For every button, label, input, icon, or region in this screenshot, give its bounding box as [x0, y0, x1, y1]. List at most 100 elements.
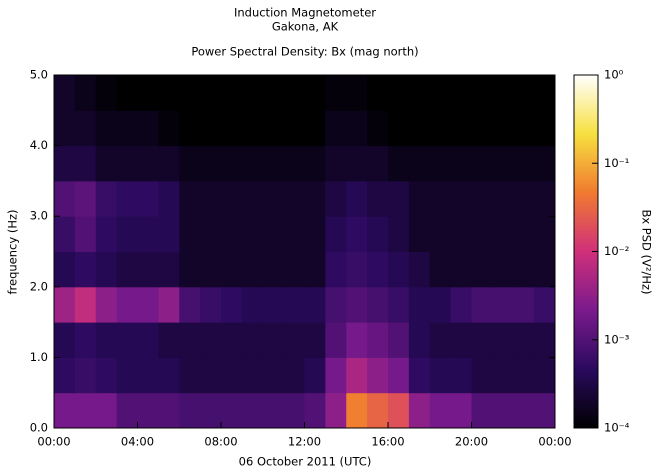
heatmap-cell	[116, 357, 138, 394]
y-tick-label: 3.0	[30, 209, 48, 223]
heatmap-cell	[116, 145, 138, 182]
heatmap-cell	[158, 322, 180, 358]
colorbar-tick-label: 10⁻¹	[604, 156, 629, 170]
heatmap-cell	[54, 216, 76, 252]
heatmap-cell	[262, 216, 285, 252]
heatmap-cell	[492, 216, 514, 252]
heatmap-cell	[137, 392, 159, 429]
heatmap-cell	[241, 286, 264, 323]
heatmap-cell	[534, 392, 556, 429]
heatmap-cell	[450, 322, 472, 358]
heatmap-cell	[116, 75, 138, 111]
heatmap-cell	[116, 392, 138, 429]
heatmap-cell	[158, 180, 180, 217]
heatmap-cell	[513, 392, 535, 429]
heatmap-cell	[346, 216, 368, 252]
heatmap-cell	[158, 216, 180, 252]
colorbar-label: Bx PSD (V²/Hz)	[640, 209, 654, 294]
heatmap-cell	[221, 322, 243, 358]
heatmap-cell	[367, 145, 389, 182]
heatmap-cell	[408, 110, 431, 147]
heatmap-cell	[283, 392, 305, 429]
heatmap-cell	[450, 145, 472, 182]
heatmap-cell	[95, 392, 118, 429]
heatmap-cell	[241, 357, 264, 394]
heatmap-cell	[492, 180, 514, 217]
heatmap-cell	[534, 286, 556, 323]
heatmap-cell	[137, 145, 159, 182]
heatmap-cell	[513, 216, 535, 252]
heatmap-cell	[74, 216, 97, 252]
heatmap-cell	[179, 75, 201, 111]
colorbar-tick-label: 10⁻²	[604, 244, 629, 258]
heatmap-cell	[388, 110, 410, 147]
heatmap-cell	[471, 110, 493, 147]
heatmap-cell	[54, 75, 76, 111]
heatmap-cell	[158, 110, 180, 147]
heatmap-cell	[262, 392, 285, 429]
heatmap-cell	[137, 357, 159, 394]
x-tick-label: 04:00	[121, 435, 154, 449]
heatmap-cell	[262, 322, 285, 358]
heatmap-cell	[304, 145, 326, 182]
heatmap-cell	[54, 286, 76, 323]
heatmap-cell	[388, 286, 410, 323]
heatmap-cell	[221, 392, 243, 429]
heatmap-cell	[304, 286, 326, 323]
heatmap-cell	[513, 357, 535, 394]
heatmap-cell	[534, 75, 556, 111]
heatmap-cell	[513, 322, 535, 358]
heatmap-cell	[262, 110, 285, 147]
heatmap-cell	[179, 251, 201, 288]
heatmap-cell	[367, 75, 389, 111]
heatmap-cell	[241, 75, 264, 111]
heatmap-cell	[513, 251, 535, 288]
heatmap-cell	[54, 392, 76, 429]
heatmap-cell	[179, 216, 201, 252]
heatmap-cell	[262, 251, 285, 288]
heatmap-cell	[200, 180, 222, 217]
heatmap-cell	[241, 392, 264, 429]
heatmap-cell	[471, 145, 493, 182]
heatmap-cell	[346, 392, 368, 429]
heatmap-cell	[408, 357, 431, 394]
heatmap-cell	[325, 145, 347, 182]
heatmap-cell	[221, 110, 243, 147]
heatmap-cell	[241, 216, 264, 252]
heatmap-cell	[241, 145, 264, 182]
heatmap-cell	[450, 216, 472, 252]
heatmap-cell	[429, 286, 452, 323]
heatmap-cell	[513, 110, 535, 147]
heatmap-cell	[429, 322, 452, 358]
heatmap-cell	[367, 357, 389, 394]
heatmap-cell	[283, 145, 305, 182]
y-tick-label: 5.0	[30, 68, 48, 82]
heatmap-cell	[54, 322, 76, 358]
x-tick-label: 16:00	[371, 435, 404, 449]
heatmap-cell	[74, 75, 97, 111]
heatmap-cell	[54, 145, 76, 182]
heatmap-cell	[221, 286, 243, 323]
heatmap-cell	[221, 251, 243, 288]
heatmap-cell	[450, 357, 472, 394]
heatmap-cell	[388, 322, 410, 358]
heatmap-cell	[54, 357, 76, 394]
heatmap-cell	[116, 180, 138, 217]
heatmap-cell	[534, 322, 556, 358]
heatmap-cell	[492, 286, 514, 323]
heatmap-cell	[429, 110, 452, 147]
heatmap-cell	[74, 180, 97, 217]
heatmap-cell	[492, 110, 514, 147]
heatmap-cell	[346, 180, 368, 217]
heatmap-cell	[388, 251, 410, 288]
heatmap-cell	[200, 75, 222, 111]
heatmap-cell	[346, 75, 368, 111]
heatmap-cell	[346, 110, 368, 147]
heatmap-cell	[450, 392, 472, 429]
heatmap-cell	[283, 216, 305, 252]
heatmap-cell	[241, 110, 264, 147]
heatmap-cell	[513, 75, 535, 111]
heatmap-cell	[325, 75, 347, 111]
chart-subtitle: Gakona, AK	[272, 20, 339, 34]
heatmap-cell	[325, 110, 347, 147]
